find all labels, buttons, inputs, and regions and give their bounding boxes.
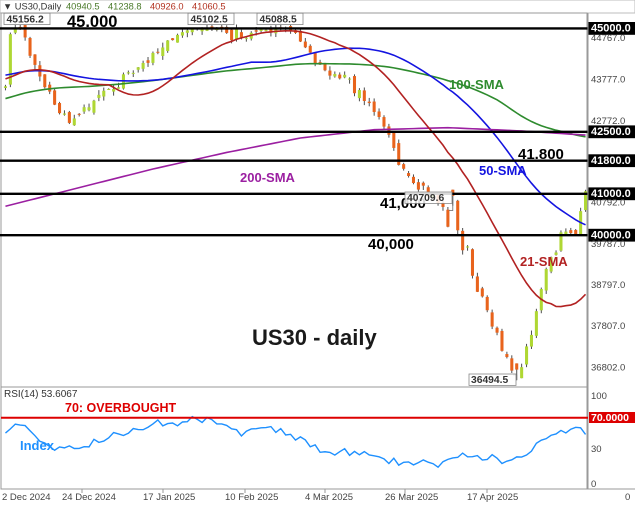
svg-text:21-SMA: 21-SMA [520,254,568,269]
svg-text:100: 100 [591,391,607,402]
svg-text:43777.0: 43777.0 [591,75,625,86]
svg-text:2 Dec 2024: 2 Dec 2024 [2,492,51,503]
svg-text:45156.2: 45156.2 [7,14,44,25]
svg-text:36494.5: 36494.5 [471,375,508,386]
svg-text:40,000: 40,000 [368,236,414,253]
svg-text:41060.5: 41060.5 [192,2,226,12]
svg-text:4 Mar 2025: 4 Mar 2025 [305,492,353,503]
svg-text:0: 0 [625,492,630,503]
svg-text:0: 0 [591,479,596,490]
svg-text:RSI(14) 53.6067: RSI(14) 53.6067 [4,389,78,400]
svg-text:26 Mar 2025: 26 Mar 2025 [385,492,438,503]
svg-text:US30 - daily: US30 - daily [252,325,377,350]
svg-text:42500.0: 42500.0 [591,126,631,138]
svg-text:36802.0: 36802.0 [591,363,625,374]
svg-text:100-SMA: 100-SMA [449,77,505,92]
svg-text:44767.0: 44767.0 [591,33,625,44]
svg-text:70: OVERBOUGHT: 70: OVERBOUGHT [65,401,176,415]
svg-text:38797.0: 38797.0 [591,280,625,291]
svg-text:17 Apr 2025: 17 Apr 2025 [467,492,518,503]
svg-text:200-SMA: 200-SMA [240,170,296,185]
svg-text:41.800: 41.800 [518,146,564,163]
svg-text:41800.0: 41800.0 [591,155,631,167]
svg-text:45102.5: 45102.5 [191,14,228,25]
svg-text:45088.5: 45088.5 [260,14,297,25]
svg-text:40940.5: 40940.5 [66,2,100,12]
svg-text:24 Dec 2024: 24 Dec 2024 [62,492,116,503]
svg-text:70.0000: 70.0000 [591,412,629,424]
svg-text:45.000: 45.000 [67,13,117,31]
svg-text:40792.0: 40792.0 [591,198,625,209]
svg-text:37807.0: 37807.0 [591,321,625,332]
svg-text:17 Jan 2025: 17 Jan 2025 [143,492,195,503]
svg-text:10 Feb 2025: 10 Feb 2025 [225,492,278,503]
svg-text:30: 30 [591,444,602,455]
svg-text:40926.0: 40926.0 [150,2,184,12]
svg-text:50-SMA: 50-SMA [479,163,527,178]
svg-text:Index: Index [20,438,55,453]
svg-text:39787.0: 39787.0 [591,239,625,250]
svg-text:42772.0: 42772.0 [591,116,625,127]
svg-text:▼ US30,Daily: ▼ US30,Daily [3,2,62,12]
svg-text:41238.8: 41238.8 [108,2,142,12]
svg-text:40709.6: 40709.6 [407,193,444,204]
